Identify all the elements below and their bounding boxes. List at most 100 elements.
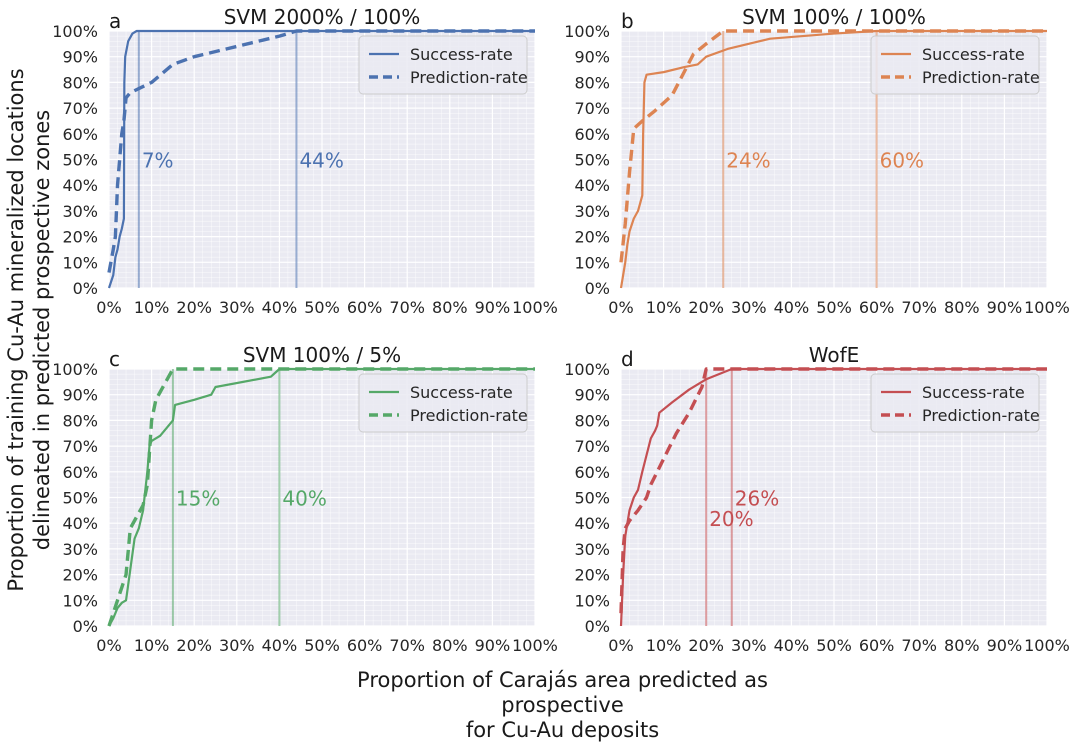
- reference-line-label: 24%: [726, 149, 770, 173]
- reference-line-label: 20%: [709, 507, 753, 531]
- y-tick-label: 20%: [62, 228, 98, 247]
- x-tick-label: 20%: [176, 298, 212, 317]
- x-tick-label: 60%: [859, 636, 895, 655]
- panel-letter: d: [621, 347, 634, 371]
- reference-line-label: 60%: [880, 149, 924, 173]
- legend: Success-rate Prediction-rate: [870, 373, 1040, 433]
- prediction-rate-line: [107, 367, 535, 627]
- x-tick-label: 30%: [731, 298, 767, 317]
- y-tick-label: 70%: [62, 437, 98, 456]
- x-tick-label: 90%: [475, 298, 511, 317]
- x-tick-label: 100%: [1024, 636, 1070, 655]
- reference-line-label: 7%: [142, 149, 174, 173]
- y-tick-label: 20%: [574, 566, 610, 585]
- prediction-rate-line: [107, 29, 535, 273]
- y-tick-label: 50%: [62, 151, 98, 170]
- x-tick-label: 60%: [859, 298, 895, 317]
- y-tick-label: 100%: [564, 22, 610, 41]
- y-tick-label: 80%: [574, 73, 610, 92]
- y-tick-label: 30%: [574, 202, 610, 221]
- x-tick-label: 100%: [512, 636, 558, 655]
- y-tick-label: 10%: [574, 253, 610, 272]
- x-tick-label: 40%: [774, 298, 810, 317]
- x-tick-label: 90%: [987, 636, 1023, 655]
- reference-line-label: 40%: [282, 487, 326, 511]
- success-rate-line: [619, 29, 1047, 289]
- x-tick-label: 60%: [347, 298, 383, 317]
- x-tick-label: 50%: [816, 636, 852, 655]
- x-tick-label: 100%: [512, 298, 558, 317]
- y-tick-label: 40%: [62, 176, 98, 195]
- y-tick-label: 90%: [62, 48, 98, 67]
- y-axis-title-line-1: Proportion of training Cu-Au mineralized…: [4, 68, 28, 592]
- panel-d: 0% 10% 20% 30% 40% 50% 60% 70% 80% 90% 100%0%10%20…: [564, 343, 1070, 655]
- y-tick-label: 70%: [574, 99, 610, 118]
- x-tick-label: 80%: [432, 298, 468, 317]
- legend-box: [870, 35, 1040, 95]
- x-axis-title-line-1: Proportion of Carajás area predicted as …: [357, 668, 768, 717]
- y-tick-label: 40%: [574, 514, 610, 533]
- y-tick-label: 30%: [62, 202, 98, 221]
- y-tick-label: 30%: [62, 540, 98, 559]
- y-tick-label: 30%: [574, 540, 610, 559]
- y-axis-title: Proportion of training Cu-Au mineralized…: [3, 68, 55, 591]
- x-tick-label: 30%: [219, 636, 255, 655]
- y-tick-label: 0%: [585, 279, 610, 298]
- x-tick-label: 0%: [96, 298, 121, 317]
- prediction-rate-line: [619, 367, 1047, 614]
- panel-title: SVM 100% / 5%: [243, 343, 401, 367]
- y-tick-label: 60%: [62, 125, 98, 144]
- y-tick-label: 0%: [73, 617, 98, 636]
- x-tick-label: 70%: [901, 298, 937, 317]
- y-tick-label: 80%: [574, 411, 610, 430]
- legend-box: [870, 373, 1040, 433]
- y-tick-label: 40%: [62, 514, 98, 533]
- y-tick-label: 40%: [574, 176, 610, 195]
- x-tick-label: 80%: [944, 298, 980, 317]
- x-tick-label: 90%: [475, 636, 511, 655]
- panel-title: SVM 100% / 100%: [742, 5, 926, 29]
- x-tick-label: 10%: [646, 636, 682, 655]
- x-tick-label: 10%: [134, 298, 170, 317]
- panel-title: WofE: [809, 343, 860, 367]
- legend-box: [358, 373, 528, 433]
- y-tick-label: 10%: [62, 591, 98, 610]
- x-tick-label: 20%: [688, 298, 724, 317]
- x-tick-label: 40%: [774, 636, 810, 655]
- y-tick-label: 50%: [574, 489, 610, 508]
- reference-line-label: 26%: [735, 487, 779, 511]
- y-tick-label: 0%: [73, 279, 98, 298]
- x-axis-title-line-2: for Cu-Au deposits: [465, 718, 660, 742]
- panel-b: 0% 10% 20% 30% 40% 50% 60% 70% 80% 90% 100%0%10%20…: [564, 5, 1070, 317]
- y-tick-label: 80%: [62, 73, 98, 92]
- x-tick-label: 100%: [1024, 298, 1070, 317]
- legend-box: [358, 35, 528, 95]
- y-axis-title-line-2: delineated in predicted prospective zone…: [30, 109, 54, 551]
- y-tick-label: 10%: [62, 253, 98, 272]
- y-tick-label: 60%: [574, 463, 610, 482]
- legend-label: Success-rate: [922, 383, 1025, 402]
- x-tick-label: 10%: [646, 298, 682, 317]
- x-tick-label: 70%: [901, 636, 937, 655]
- y-tick-label: 20%: [574, 228, 610, 247]
- x-tick-label: 20%: [688, 636, 724, 655]
- legend: Success-rate Prediction-rate: [358, 35, 528, 95]
- y-tick-label: 90%: [574, 386, 610, 405]
- x-tick-label: 0%: [96, 636, 121, 655]
- legend-label: Success-rate: [410, 45, 513, 64]
- panel-a: 0% 10% 20% 30% 40% 50% 60% 70% 80% 90% 100%0%10%20…: [52, 5, 558, 317]
- y-tick-label: 50%: [574, 151, 610, 170]
- panel-c: 0% 10% 20% 30% 40% 50% 60% 70% 80% 90% 100%0%10%20…: [52, 343, 558, 655]
- success-rate-line: [107, 29, 535, 289]
- reference-line-label: 15%: [176, 487, 220, 511]
- prediction-rate-line: [619, 29, 1047, 263]
- reference-line-label: 44%: [299, 149, 343, 173]
- y-tick-label: 70%: [62, 99, 98, 118]
- legend: Success-rate Prediction-rate: [358, 373, 528, 433]
- x-tick-label: 80%: [944, 636, 980, 655]
- legend-label: Success-rate: [922, 45, 1025, 64]
- x-tick-label: 0%: [608, 636, 633, 655]
- x-tick-label: 50%: [816, 298, 852, 317]
- x-tick-label: 50%: [304, 636, 340, 655]
- y-tick-label: 60%: [574, 125, 610, 144]
